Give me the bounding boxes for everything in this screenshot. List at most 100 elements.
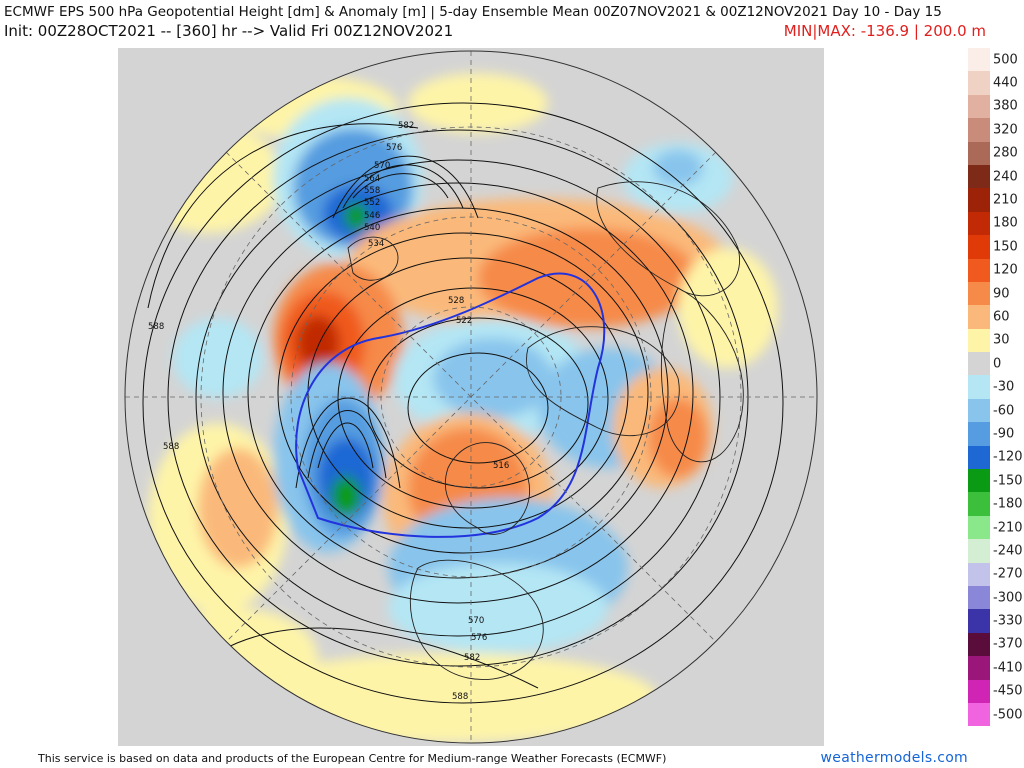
legend-entry: 180: [968, 211, 1024, 236]
legend-entry: -410: [968, 656, 1024, 680]
legend-swatch: [968, 445, 990, 470]
legend-label: 180: [993, 215, 1018, 231]
legend-entry: -270: [968, 562, 1024, 586]
legend-swatch: [968, 48, 990, 72]
contour-label: 552: [364, 198, 380, 208]
legend-swatch: [968, 211, 990, 236]
legend-swatch: [968, 328, 990, 353]
contour-label: 582: [464, 653, 480, 663]
legend-entry: -150: [968, 469, 1024, 493]
polar-map: 582 576 570 564 558 552 546 540 534 528 …: [124, 50, 818, 744]
legend-swatch: [968, 679, 990, 703]
legend-entry: 440: [968, 71, 1024, 95]
legend-label: 500: [993, 52, 1018, 68]
legend-label: 0: [993, 356, 1002, 372]
contour-label: 588: [148, 322, 164, 332]
legend-label: 440: [993, 75, 1018, 91]
legend-swatch: [968, 515, 990, 540]
legend-entry: -450: [968, 679, 1024, 703]
contour-label: 588: [163, 442, 179, 452]
contour-label: 570: [468, 616, 484, 626]
legend-entry: 90: [968, 281, 1024, 306]
legend-label: -450: [993, 683, 1023, 699]
legend-entry: -90: [968, 422, 1024, 446]
init-valid-line: Init: 00Z28OCT2021 -- [360] hr --> Valid…: [4, 22, 454, 40]
legend-label: 280: [993, 145, 1018, 161]
legend-entry: -300: [968, 585, 1024, 610]
legend-label: -370: [993, 636, 1023, 652]
legend-entry: 150: [968, 235, 1024, 259]
540-contour: [295, 272, 606, 538]
legend-label: -240: [993, 543, 1023, 559]
legend-entry: 320: [968, 118, 1024, 142]
contour-label: 588: [452, 692, 468, 702]
legend-label: 210: [993, 192, 1018, 208]
contour-label: 564: [364, 174, 380, 184]
contour-label: 558: [364, 186, 380, 196]
legend-swatch: [968, 71, 990, 95]
legend-swatch: [968, 188, 990, 212]
coastlines: [347, 181, 744, 680]
color-legend: 500 440 380 320 280 240 210 180 150 120 90 60 30 0 -30…: [968, 48, 1024, 727]
legend-swatch: [968, 702, 990, 727]
legend-entry: -370: [968, 632, 1024, 657]
legend-swatch: [968, 469, 990, 493]
legend-label: 90: [993, 286, 1010, 302]
legend-swatch: [968, 375, 990, 399]
legend-entry: 380: [968, 94, 1024, 119]
legend-label: -210: [993, 520, 1023, 535]
legend-label: -30: [993, 379, 1015, 395]
graticule: [125, 51, 817, 743]
legend-label: -300: [993, 590, 1023, 606]
legend-label: -150: [993, 473, 1023, 489]
contour-label: 522: [456, 316, 472, 326]
legend-swatch: [968, 118, 990, 142]
legend-entry: 280: [968, 141, 1024, 165]
legend-entry: -30: [968, 375, 1024, 399]
legend-label: 120: [993, 262, 1018, 278]
legend-entry: -120: [968, 445, 1024, 470]
legend-swatch: [968, 492, 990, 516]
anomaly-fields: [133, 73, 778, 743]
legend-swatch: [968, 281, 990, 306]
legend-entry: 0: [968, 352, 1024, 376]
legend-entry: 120: [968, 258, 1024, 282]
legend-swatch: [968, 539, 990, 563]
chart-title: ECMWF EPS 500 hPa Geopotential Height [d…: [4, 4, 942, 20]
contour-label: 576: [471, 633, 487, 643]
contour-label: 576: [386, 143, 402, 153]
legend-swatch: [968, 141, 990, 165]
legend-label: -120: [993, 449, 1023, 465]
legend-label: -330: [993, 613, 1023, 629]
legend-label: -410: [993, 660, 1023, 676]
legend-label: -500: [993, 707, 1023, 723]
legend-entry: -500: [968, 702, 1024, 727]
legend-entry: 240: [968, 164, 1024, 189]
legend-label: 380: [993, 98, 1018, 114]
legend-swatch: [968, 164, 990, 189]
legend-label: 60: [993, 309, 1010, 325]
contour-label: 540: [364, 223, 380, 233]
legend-entry: 60: [968, 305, 1024, 329]
legend-entry: -240: [968, 539, 1024, 563]
legend-label: -270: [993, 566, 1023, 582]
legend-label: 30: [993, 332, 1010, 348]
legend-label: 320: [993, 122, 1018, 138]
contour-label: 534: [368, 239, 384, 249]
contour-label: 582: [398, 121, 414, 131]
contour-label: 528: [448, 296, 464, 306]
legend-swatch: [968, 235, 990, 259]
contour-label: 516: [493, 461, 509, 471]
legend-entry: -180: [968, 492, 1024, 516]
brand-link[interactable]: weathermodels.com: [820, 750, 968, 766]
legend-label: -180: [993, 496, 1023, 512]
legend-entry: 210: [968, 188, 1024, 212]
legend-swatch: [968, 656, 990, 680]
legend-swatch: [968, 94, 990, 119]
map-panel: 582 576 570 564 558 552 546 540 534 528 …: [118, 48, 824, 746]
legend-label: -90: [993, 426, 1015, 442]
legend-swatch: [968, 398, 990, 423]
legend-entry: -60: [968, 398, 1024, 423]
contour-label: 570: [374, 161, 390, 171]
legend-entry: -210: [968, 515, 1024, 540]
